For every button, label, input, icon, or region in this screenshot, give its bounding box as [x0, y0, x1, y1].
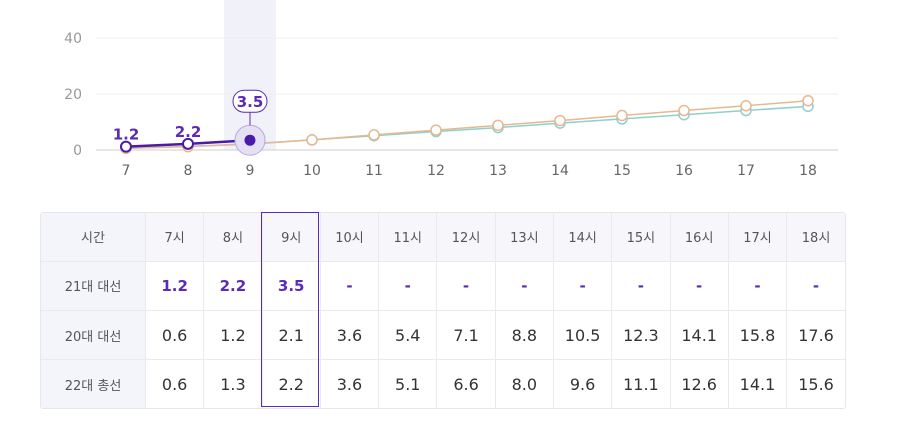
callout-bubble [232, 89, 268, 113]
data-point [244, 134, 256, 146]
column-header-15[interactable]: 15시 [611, 213, 671, 262]
turnout-table: 시간 7시 8시 9시 10시 11시 12시 13시 14시 15시 16시 … [41, 213, 845, 408]
column-header-7[interactable]: 7시 [145, 213, 205, 262]
data-point [802, 94, 814, 107]
table-row-21st-presidential: 21대 대선 1.2 2.2 3.5 - - - - - - - - - [41, 261, 845, 311]
data-point [368, 129, 380, 141]
table-cell: 8.0 [495, 359, 554, 408]
column-header-16[interactable]: 16시 [670, 213, 729, 262]
table-cell: 5.1 [378, 359, 438, 408]
table-cell: 5.4 [378, 310, 438, 361]
column-header-9[interactable]: 9시 [262, 213, 321, 262]
column-header-10[interactable]: 10시 [320, 213, 380, 262]
table-cell: - [553, 261, 613, 311]
column-header-12[interactable]: 12시 [436, 213, 496, 262]
column-header-17[interactable]: 17시 [728, 213, 788, 262]
column-header-14[interactable]: 14시 [553, 213, 613, 262]
table-cell: - [611, 261, 671, 311]
table-cell: 10.5 [553, 310, 613, 361]
column-header-13[interactable]: 13시 [495, 213, 554, 262]
x-tick-label: 15 [613, 163, 631, 179]
y-tick-label: 20 [64, 87, 82, 103]
data-point [740, 100, 752, 112]
table-header-label: 시간 [41, 213, 146, 262]
table-cell: 0.6 [145, 310, 205, 361]
table-cell: 9.6 [553, 359, 613, 408]
data-point [182, 137, 194, 150]
turnout-table-container: 시간 7시 8시 9시 10시 11시 12시 13시 14시 15시 16시 … [40, 212, 846, 409]
column-header-11[interactable]: 11시 [378, 213, 438, 262]
table-cell: 1.3 [203, 359, 263, 408]
table-cell: 15.8 [728, 310, 788, 361]
x-tick-label: 18 [799, 163, 817, 179]
data-point [678, 104, 690, 117]
column-header-18[interactable]: 18시 [786, 213, 845, 262]
table-cell: 2.1 [262, 310, 321, 361]
table-cell: 14.1 [728, 359, 788, 408]
table-cell: 15.6 [798, 374, 834, 394]
table-cell: 1.2 [145, 261, 205, 311]
table-cell: 12.3 [611, 310, 671, 361]
table-cell: 7.1 [436, 310, 496, 361]
table-cell: 3.6 [320, 359, 380, 408]
x-tick-label: 12 [427, 163, 445, 179]
table-cell: 17.6 [786, 310, 845, 361]
row-label: 20대 대선 [41, 310, 146, 361]
x-tick-label: 17 [737, 163, 755, 179]
table-cell: 3.5 [262, 261, 321, 311]
table-row-22nd-general: 22대 총선 0.6 1.3 2.2 3.6 5.1 6.6 8.0 9.6 1… [41, 359, 845, 408]
x-tick-label: 11 [365, 163, 383, 179]
column-header-8[interactable]: 8시 [203, 213, 263, 262]
row-label: 22대 총선 [41, 359, 146, 408]
table-cell: 14.1 [670, 310, 729, 361]
table-cell: - [670, 261, 729, 311]
table-cell: - [728, 261, 788, 311]
table-cell: 2.2 [203, 261, 263, 311]
x-tick-label: 13 [489, 163, 507, 179]
table-cell: - [495, 261, 554, 311]
data-label: 3.5 [237, 93, 264, 111]
table-cell: 12.6 [670, 359, 729, 408]
table-cell: 11.1 [611, 359, 671, 408]
data-point [554, 114, 566, 127]
data-point [430, 124, 442, 136]
table-cell: - [436, 261, 496, 311]
table-cell: 0.6 [145, 359, 205, 408]
table-row-20th-presidential: 20대 대선 0.6 1.2 2.1 3.6 5.4 7.1 8.8 10.5 … [41, 310, 845, 361]
table-cell: 8.8 [495, 310, 554, 361]
table-cell: 6.6 [436, 359, 496, 408]
table-cell: - [320, 261, 380, 311]
table-cell: - [786, 261, 845, 311]
y-tick-label: 0 [73, 143, 82, 159]
x-tick-label: 10 [303, 163, 321, 179]
data-point [120, 140, 132, 153]
x-tick-label: 8 [184, 163, 193, 179]
turnout-line-chart: 0 20 40 7 8 9 10 11 12 13 14 15 16 17 18 1.2 2.2 3.5 [64, 0, 838, 179]
table-cell: 2.2 [262, 359, 321, 408]
data-point [616, 109, 628, 122]
data-label: 2.2 [175, 123, 202, 141]
row-label: 21대 대선 [41, 261, 146, 311]
x-tick-label: 9 [246, 163, 255, 179]
data-point [492, 119, 504, 132]
table-cell: 3.6 [320, 310, 380, 361]
x-tick-label: 14 [551, 163, 569, 179]
table-cell: - [378, 261, 438, 311]
table-cell: 1.2 [203, 310, 263, 361]
x-tick-label: 16 [675, 163, 693, 179]
x-tick-label: 7 [122, 163, 131, 179]
data-label: 1.2 [113, 126, 140, 144]
y-tick-label: 40 [64, 31, 82, 47]
table-header-row: 시간 7시 8시 9시 10시 11시 12시 13시 14시 15시 16시 … [41, 213, 845, 262]
data-point [306, 134, 318, 146]
